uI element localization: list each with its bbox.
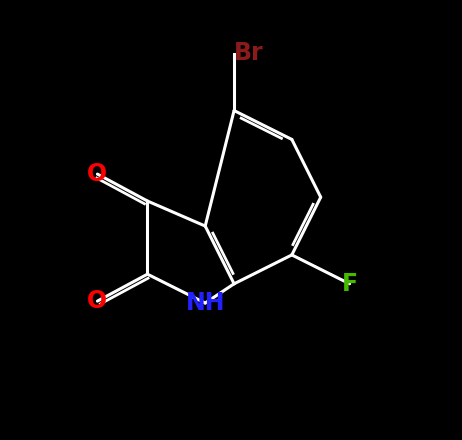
Text: NH: NH: [185, 291, 225, 315]
Text: O: O: [87, 289, 108, 313]
Text: Br: Br: [234, 41, 264, 65]
Text: O: O: [87, 162, 108, 186]
Text: F: F: [341, 272, 358, 296]
